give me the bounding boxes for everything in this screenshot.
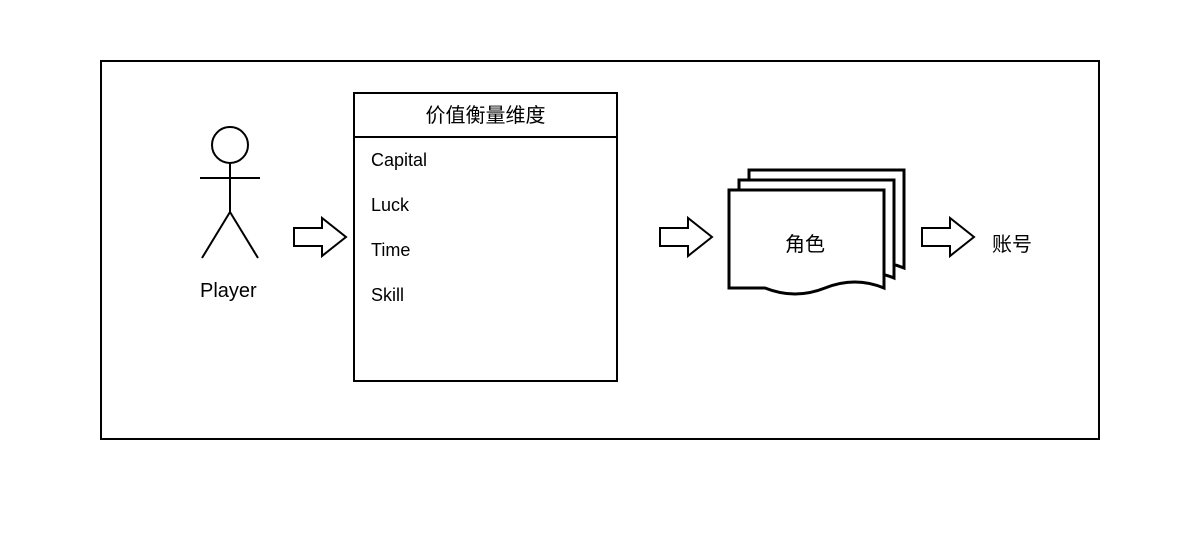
- dimensions-box: 价值衡量维度 Capital Luck Time Skill: [353, 92, 618, 382]
- dimension-item: Luck: [371, 195, 600, 216]
- account-label: 账号: [992, 228, 1032, 257]
- player-label: Player: [200, 280, 257, 303]
- arrow-icon: [292, 216, 350, 258]
- role-stack-icon: [725, 168, 925, 318]
- arrow-icon: [658, 216, 716, 258]
- diagram-canvas: Player 价值衡量维度 Capital Luck Time Skill 角色…: [0, 0, 1204, 536]
- dimension-item: Skill: [371, 285, 600, 306]
- dimension-item: Capital: [371, 150, 600, 171]
- arrow-icon: [920, 216, 978, 258]
- dimensions-header: 价值衡量维度: [355, 94, 616, 138]
- role-label: 角色: [785, 228, 825, 257]
- player-icon: [180, 120, 280, 280]
- dimensions-list: Capital Luck Time Skill: [355, 138, 616, 318]
- dimension-item: Time: [371, 240, 600, 261]
